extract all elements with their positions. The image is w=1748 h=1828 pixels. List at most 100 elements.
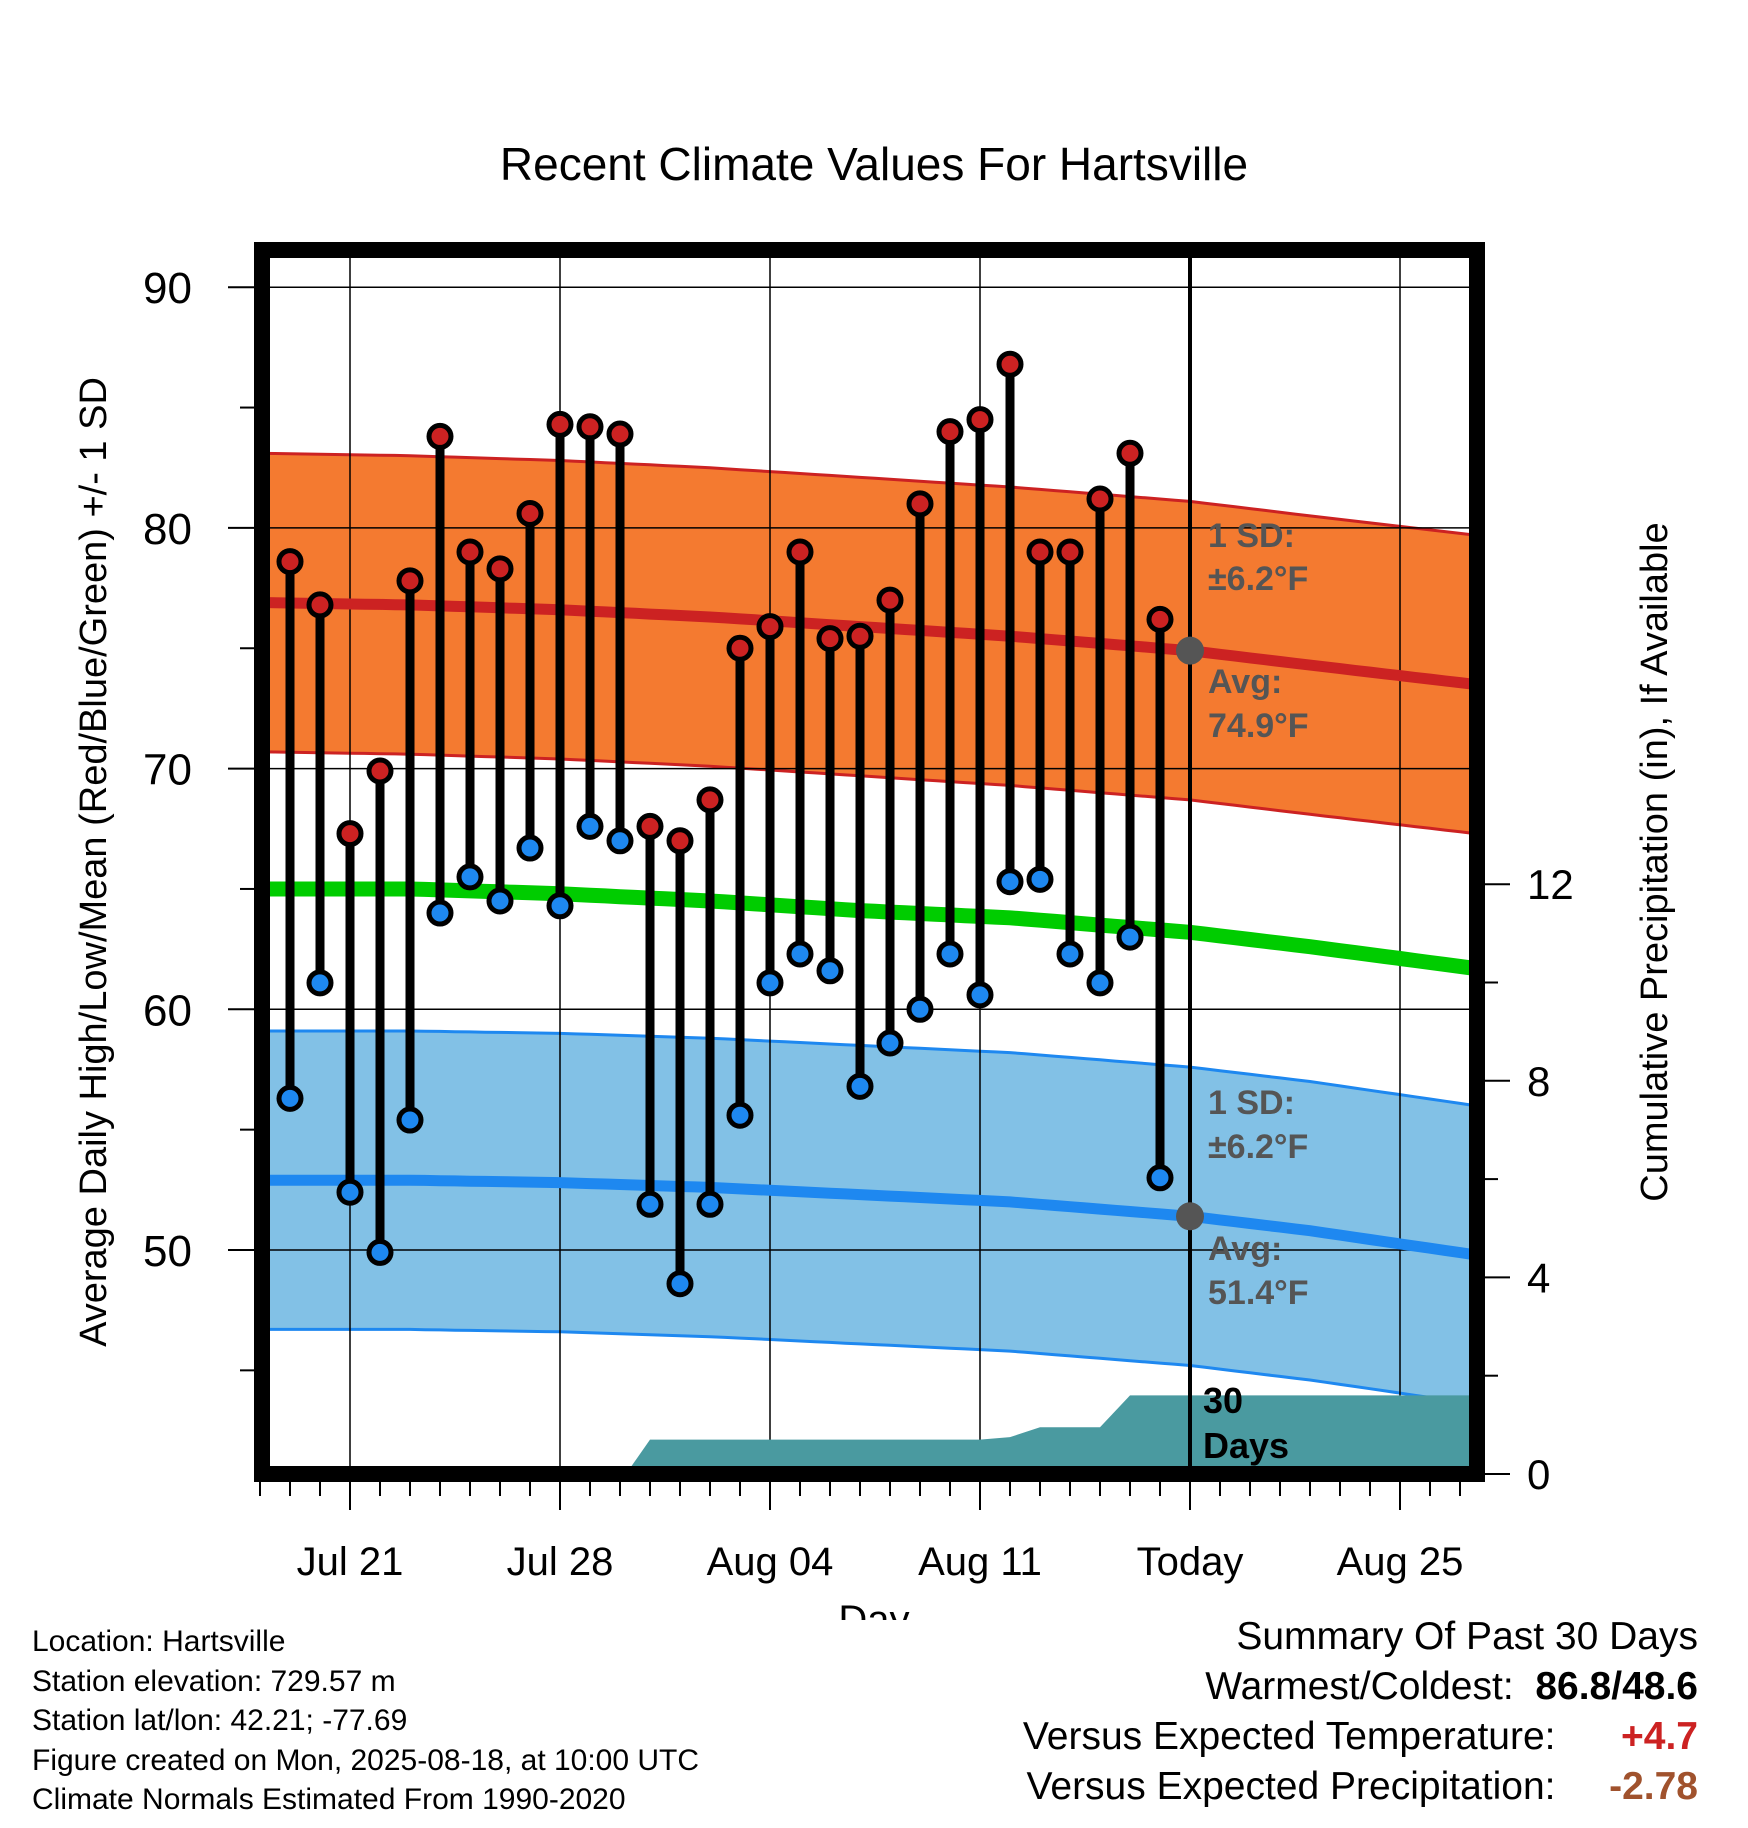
daily-high-point: [366, 757, 394, 785]
warmest-value: 86.8/48.6: [1535, 1665, 1698, 1708]
x-tick-label: Jul 28: [507, 1540, 614, 1584]
high-band-upper-edge: [262, 451, 1476, 537]
daily-high-point: [726, 634, 754, 662]
elevation-text: Station elevation: 729.57 m: [32, 1664, 396, 1698]
summary-panel: Summary Of Past 30 Days Warmest/Coldest:…: [1023, 1612, 1698, 1812]
daily-high-point: [936, 418, 964, 446]
daily-high-point: [666, 827, 694, 855]
summary-warmest-row: Warmest/Coldest: 86.8/48.6: [1023, 1662, 1698, 1712]
daily-low-point: [846, 1072, 874, 1100]
daily-high-point: [906, 490, 934, 518]
daily-low-point: [636, 1190, 664, 1218]
low-band-lower-edge: [262, 1327, 1476, 1406]
low-avg-value: 51.4°F: [1208, 1274, 1309, 1312]
low-sd-label: 1 SD:: [1208, 1084, 1295, 1122]
y-tick-label: 80: [143, 505, 192, 554]
y2-tick-label: 4: [1527, 1254, 1550, 1301]
y-tick-label: 70: [143, 746, 192, 795]
daily-high-point: [456, 538, 484, 566]
created-text: Figure created on Mon, 2025-08-18, at 10…: [32, 1743, 700, 1777]
low-band-upper-edge: [262, 1029, 1476, 1108]
daily-high-point: [606, 420, 634, 448]
daily-low-point: [456, 863, 484, 891]
daily-low-point: [1056, 940, 1084, 968]
daily-low-point: [936, 940, 964, 968]
x-tick-label: Aug 11: [918, 1540, 1042, 1584]
x-tick-label: Today: [1137, 1540, 1244, 1584]
low-avg-label: Avg:: [1208, 1230, 1282, 1268]
daily-low-point: [696, 1190, 724, 1218]
daily-high-point: [696, 786, 724, 814]
daily-low-point: [966, 981, 994, 1009]
location-text: Location: Hartsville: [32, 1625, 286, 1658]
daily-high-point: [306, 591, 334, 619]
daily-low-point: [1026, 865, 1054, 893]
daily-high-point: [1146, 605, 1174, 633]
daily-low-point: [756, 969, 784, 997]
low-sd-band: [262, 1031, 1475, 1404]
warmest-label: Warmest/Coldest:: [1205, 1665, 1514, 1708]
climate-chart: Recent Climate Values For Hartsville 1 S…: [73, 138, 1676, 1620]
daily-low-point: [906, 995, 934, 1023]
summary-title: Summary Of Past 30 Days: [1236, 1615, 1698, 1658]
precip-value: -2.78: [1609, 1765, 1698, 1808]
daily-high-point: [816, 625, 844, 653]
daily-low-point: [576, 812, 604, 840]
x-axis-title: Day: [838, 1598, 909, 1620]
y2-tick-label: 12: [1527, 861, 1574, 908]
latlon-text: Station lat/lon: 42.21; -77.69: [32, 1704, 408, 1737]
x-tick-label: Aug 25: [1337, 1540, 1464, 1584]
y-tick-label: 60: [143, 986, 192, 1035]
daily-low-point: [426, 899, 454, 927]
daily-high-point: [336, 820, 364, 848]
precip-days-label-2: Days: [1203, 1425, 1289, 1466]
today-high-avg-marker: [1176, 636, 1204, 665]
daily-low-point: [1116, 923, 1144, 951]
daily-low-point: [276, 1084, 304, 1112]
daily-high-point: [1086, 485, 1114, 513]
daily-low-point: [606, 827, 634, 855]
station-info: Location: Hartsville Station elevation: …: [32, 1622, 699, 1820]
daily-low-point: [1086, 969, 1114, 997]
plot-area: 1 SD: ±6.2°F Avg: 74.9°F 1 SD: ±6.2°F Avg: 51.4…: [73, 242, 1676, 1620]
daily-low-point: [486, 887, 514, 915]
high-sd-value: ±6.2°F: [1208, 560, 1308, 598]
x-tick-label: Aug 04: [707, 1540, 834, 1584]
daily-high-point: [396, 567, 424, 595]
daily-low-point: [306, 969, 334, 997]
daily-high-point: [636, 812, 664, 840]
daily-high-point: [426, 422, 454, 450]
daily-high-point: [516, 499, 544, 527]
high-avg-value: 74.9°F: [1208, 707, 1309, 745]
daily-low-point: [516, 834, 544, 862]
x-tick-label: Jul 21: [297, 1540, 404, 1584]
daily-high-point: [486, 555, 514, 583]
daily-high-point: [276, 548, 304, 576]
high-sd-label: 1 SD:: [1208, 517, 1295, 555]
plot-frame: [254, 242, 1485, 1482]
normals-text: Climate Normals Estimated From 1990-2020: [32, 1783, 626, 1816]
daily-high-point: [546, 410, 574, 438]
high-band-lower-edge: [262, 750, 1476, 836]
daily-low-point: [996, 868, 1024, 896]
daily-high-point: [1026, 538, 1054, 566]
daily-high-point: [876, 586, 904, 614]
normal-low-line: [262, 1174, 1476, 1261]
daily-low-point: [396, 1106, 424, 1134]
y2-tick-label: 8: [1527, 1058, 1550, 1105]
precip-label: Versus Expected Precipitation:: [1026, 1765, 1556, 1808]
daily-low-point: [816, 957, 844, 985]
daily-low-point: [336, 1178, 364, 1206]
temp-label: Versus Expected Temperature:: [1022, 1715, 1556, 1758]
daily-low-point: [1146, 1164, 1174, 1192]
daily-low-point: [666, 1270, 694, 1298]
daily-low-point: [546, 892, 574, 920]
summary-precip-row: Versus Expected Precipitation: -2.78: [1023, 1762, 1698, 1812]
daily-high-point: [786, 538, 814, 566]
daily-high-point: [756, 613, 784, 641]
low-sd-value: ±6.2°F: [1208, 1128, 1308, 1166]
today-low-avg-marker: [1176, 1202, 1204, 1231]
daily-high-point: [846, 622, 874, 650]
plot-content: [262, 250, 1477, 1474]
daily-low-point: [366, 1238, 394, 1266]
